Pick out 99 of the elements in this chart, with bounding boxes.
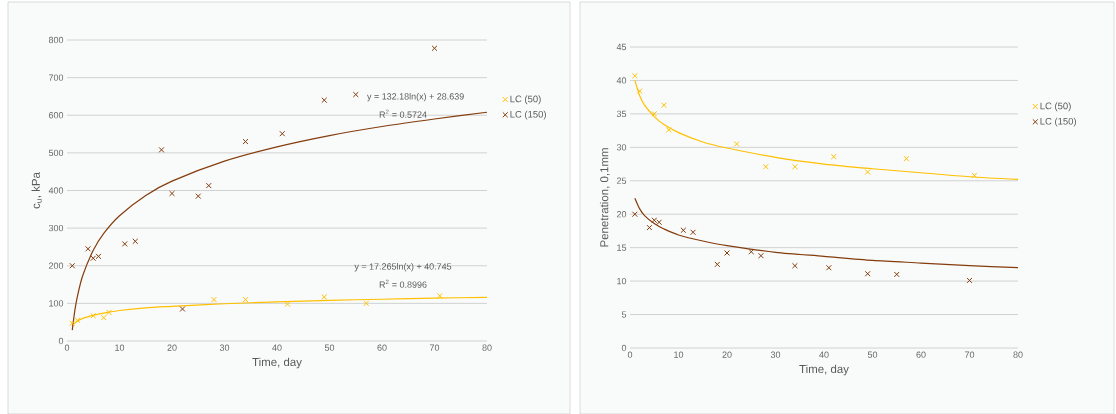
point	[158, 146, 165, 153]
point	[169, 190, 175, 197]
point	[85, 245, 91, 252]
x-tick-label: 20	[167, 344, 177, 351]
point	[748, 248, 755, 255]
point	[74, 317, 81, 324]
x-tick-label: 30	[219, 344, 230, 351]
y-tick-label: 25	[616, 177, 627, 184]
point	[690, 229, 697, 236]
point	[195, 193, 202, 200]
point	[631, 72, 638, 79]
x-tick-label: 50	[324, 344, 335, 351]
point	[205, 182, 212, 189]
point	[893, 271, 900, 278]
annotation: R$^{2}$ = 0.8996	[379, 279, 427, 288]
annotation: R$^{2}$ = 0.5724	[379, 109, 427, 118]
point	[971, 172, 978, 179]
point	[665, 126, 672, 133]
point	[966, 277, 973, 284]
point	[631, 211, 638, 218]
y-tick-label: 45	[616, 43, 627, 51]
point	[179, 305, 186, 312]
y-tick-label: 35	[616, 110, 627, 117]
annotation: y = 17.265ln(x) + 40.745	[354, 262, 452, 272]
x-tick-label: 0	[64, 344, 70, 351]
y-tick-label: 600	[48, 111, 64, 119]
point	[714, 261, 721, 268]
x-axis-title: Time, day	[799, 364, 849, 376]
point	[758, 252, 764, 259]
x-tick-label: 50	[867, 351, 878, 358]
y-tick-label: 40	[616, 77, 627, 84]
point	[791, 262, 798, 269]
x-tick-label: 70	[429, 344, 440, 351]
point	[431, 45, 438, 52]
point	[242, 296, 249, 303]
point	[825, 264, 832, 271]
x-tick-label: 10	[674, 351, 684, 358]
point	[90, 312, 97, 319]
y-tick-label: 20	[616, 210, 627, 218]
y-tick-label: 500	[48, 149, 64, 156]
point	[121, 240, 128, 247]
point	[903, 155, 910, 162]
legend-label: LC (150)	[510, 110, 546, 120]
point	[733, 140, 740, 147]
y-tick-label: 300	[48, 224, 64, 232]
point	[106, 309, 112, 316]
point	[762, 163, 769, 170]
point	[100, 314, 107, 321]
point	[211, 296, 217, 303]
point	[661, 102, 667, 109]
x-tick-label: 0	[627, 351, 633, 358]
point	[680, 227, 687, 234]
y-tick-label: 700	[48, 74, 64, 81]
y-tick-label: 0	[58, 337, 64, 345]
y-axis-title: Penetration, 0,1mm	[599, 148, 610, 247]
legend-label: LC (50)	[510, 95, 541, 105]
y-tick-label: 800	[48, 36, 64, 44]
point	[279, 130, 286, 137]
y-tick-label: 10	[617, 277, 627, 285]
point	[864, 169, 871, 175]
x-tick-label: 40	[272, 344, 282, 351]
y-tick-label: 30	[616, 144, 627, 151]
legend-label: LC (50)	[1040, 102, 1071, 112]
point	[636, 88, 643, 95]
line-series	[71, 111, 488, 331]
point	[646, 224, 653, 231]
point	[321, 97, 328, 104]
point	[651, 110, 658, 117]
x-tick-label: 60	[916, 351, 926, 358]
point	[436, 292, 443, 299]
x-tick-label: 30	[770, 351, 781, 358]
x-tick-label: 20	[722, 351, 732, 358]
line-series	[634, 197, 1019, 269]
y-tick-label: 15	[617, 244, 627, 251]
point	[791, 163, 798, 170]
x-tick-label: 60	[377, 344, 387, 351]
y-tick-label: 200	[48, 262, 64, 269]
point	[352, 91, 359, 98]
y-tick-label: 100	[49, 300, 64, 307]
line-series	[634, 79, 1019, 180]
point	[242, 138, 249, 145]
point	[864, 270, 871, 277]
x-tick-label: 40	[819, 351, 829, 358]
point	[830, 153, 837, 160]
point	[132, 238, 139, 245]
annotation: y = 132.18ln(x) + 28.639	[367, 92, 464, 102]
x-tick-label: 80	[1013, 351, 1023, 358]
y-tick-label: 400	[48, 187, 64, 194]
x-axis-title: Time, day	[252, 357, 302, 369]
x-tick-label: 70	[964, 351, 975, 358]
point	[284, 301, 291, 307]
point	[363, 300, 370, 307]
point	[321, 293, 328, 300]
x-tick-label: 80	[482, 344, 492, 351]
y-tick-label: 5	[621, 311, 627, 318]
y-axis-title: c$_{u}$, kPa	[31, 172, 42, 209]
x-tick-label: 10	[115, 344, 125, 351]
legend-label: LC (150)	[1040, 117, 1076, 127]
point	[69, 262, 76, 269]
